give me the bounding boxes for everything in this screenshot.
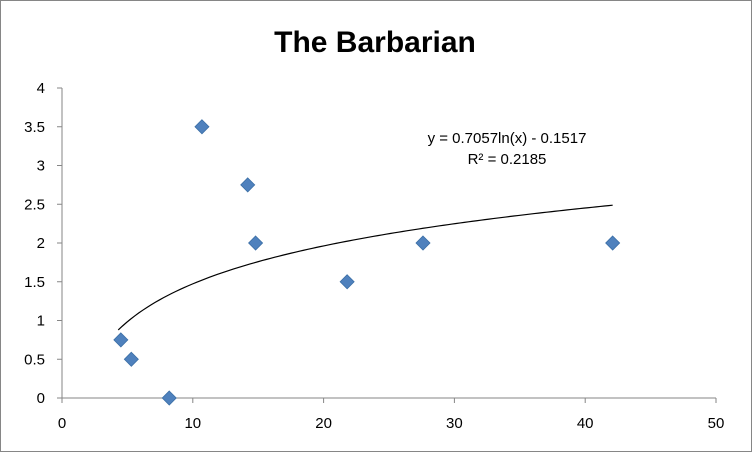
- y-tick-label: 3.5: [24, 119, 45, 136]
- x-tick-label: 0: [58, 415, 66, 432]
- x-tick-label: 10: [184, 415, 201, 432]
- y-tick-label: 2: [37, 235, 45, 252]
- data-point: [113, 332, 129, 348]
- data-point: [415, 235, 431, 251]
- x-tick-label: 40: [577, 415, 594, 432]
- x-tick-label: 20: [315, 415, 332, 432]
- y-tick-label: 0.5: [24, 351, 45, 368]
- y-tick-label: 0: [37, 390, 45, 407]
- trendline-equation: y = 0.7057ln(x) - 0.1517: [428, 130, 587, 147]
- x-tick-label: 50: [708, 415, 725, 432]
- data-point: [240, 177, 256, 193]
- data-point: [161, 390, 177, 406]
- data-point: [123, 351, 139, 367]
- y-tick-label: 3: [37, 158, 45, 175]
- y-tick-label: 2.5: [24, 196, 45, 213]
- x-tick-label: 30: [446, 415, 463, 432]
- data-point: [605, 235, 621, 251]
- data-points: [113, 119, 621, 406]
- y-tick-label: 4: [37, 80, 45, 97]
- data-point: [339, 274, 355, 290]
- trendline-group: [117, 204, 613, 331]
- chart-title: The Barbarian: [274, 26, 476, 59]
- axes: 00.511.522.533.540 10 20 30 40 50: [24, 80, 724, 432]
- data-point: [194, 119, 210, 135]
- y-tick-label: 1.5: [24, 274, 45, 291]
- y-tick-label: 1: [37, 313, 45, 330]
- trendline: [117, 204, 613, 331]
- trendline-r-squared: R² = 0.2185: [468, 151, 547, 168]
- data-point: [248, 235, 264, 251]
